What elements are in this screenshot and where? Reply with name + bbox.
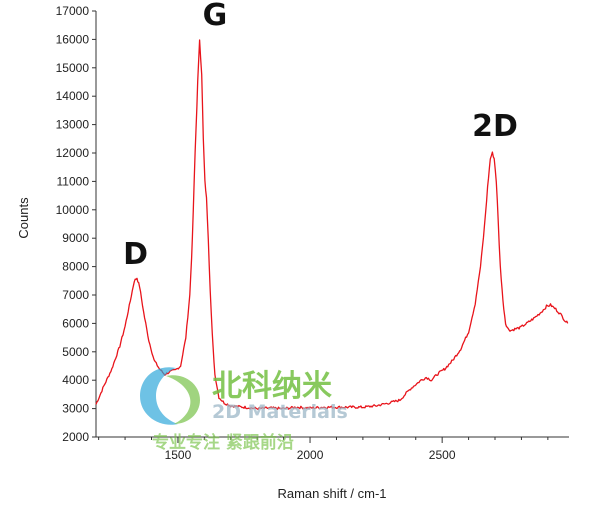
watermark-brand-en: 2D Materials xyxy=(212,401,348,423)
y-tick-label: 6000 xyxy=(62,316,89,330)
y-tick-label: 4000 xyxy=(62,373,89,387)
peak-labels: D G 2D xyxy=(123,0,518,272)
y-tick-label: 15000 xyxy=(56,61,90,75)
x-axis-title: Raman shift / cm-1 xyxy=(277,486,386,501)
series-layer xyxy=(95,39,569,411)
x-tick-label: 2500 xyxy=(429,448,456,462)
y-axis-title: Counts xyxy=(16,197,31,239)
spectrum-series-line xyxy=(95,39,569,411)
y-tick-label: 9000 xyxy=(62,231,89,245)
peak-label-d: D xyxy=(123,237,148,272)
brand-logo-icon xyxy=(140,367,200,425)
y-axis-ticks: 2000 3000 4000 5000 6000 7000 8000 9000 10000 110… xyxy=(56,4,96,444)
peak-label-2d: 2D xyxy=(472,109,518,144)
watermark: 北科纳米 2D Materials 专业专注 紧跟前沿 xyxy=(140,367,348,453)
x-tick-label: 2000 xyxy=(297,448,324,462)
y-tick-label: 14000 xyxy=(56,89,90,103)
y-tick-label: 12000 xyxy=(56,146,90,160)
x-axis-ticks: 1500 2000 2500 xyxy=(98,437,549,462)
watermark-slogan: 专业专注 紧跟前沿 xyxy=(152,432,294,453)
y-tick-label: 10000 xyxy=(56,203,90,217)
x-tick-label: 1500 xyxy=(165,448,192,462)
watermark-brand-cn: 北科纳米 xyxy=(212,369,332,404)
y-tick-label: 16000 xyxy=(56,32,90,46)
y-tick-label: 13000 xyxy=(56,118,90,132)
plot-frame xyxy=(95,11,569,438)
y-tick-label: 7000 xyxy=(62,288,89,302)
y-tick-label: 2000 xyxy=(62,430,89,444)
peak-label-g: G xyxy=(203,0,228,33)
y-tick-label: 5000 xyxy=(62,345,89,359)
y-tick-label: 3000 xyxy=(62,402,89,416)
y-tick-label: 17000 xyxy=(56,4,90,18)
y-tick-label: 8000 xyxy=(62,260,89,274)
y-tick-label: 11000 xyxy=(57,174,90,188)
